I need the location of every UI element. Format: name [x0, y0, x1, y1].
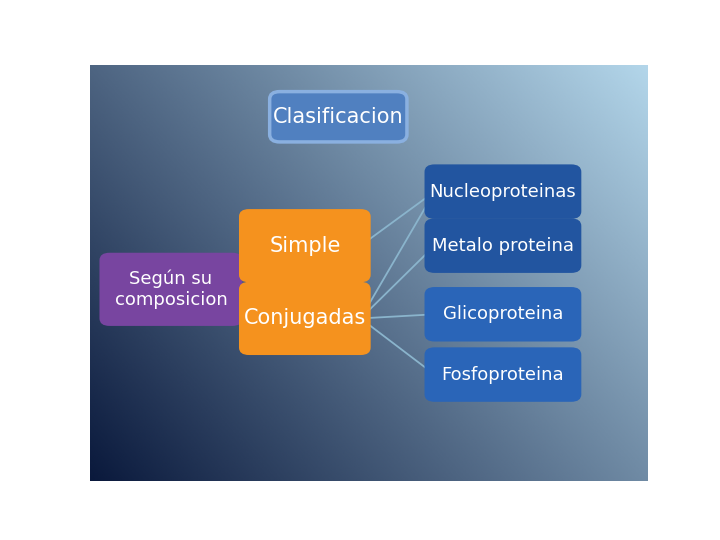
FancyBboxPatch shape	[425, 287, 581, 341]
Text: Conjugadas: Conjugadas	[243, 308, 366, 328]
FancyBboxPatch shape	[425, 219, 581, 273]
Text: Según su
composicion: Según su composicion	[114, 269, 228, 309]
Text: Metalo proteina: Metalo proteina	[432, 237, 574, 255]
FancyBboxPatch shape	[239, 209, 371, 282]
FancyBboxPatch shape	[239, 282, 371, 355]
Text: Fosfoproteina: Fosfoproteina	[441, 366, 564, 383]
Text: Glicoproteina: Glicoproteina	[443, 305, 563, 323]
FancyBboxPatch shape	[99, 253, 243, 326]
FancyBboxPatch shape	[425, 347, 581, 402]
Text: Nucleoproteinas: Nucleoproteinas	[430, 183, 576, 201]
FancyBboxPatch shape	[270, 92, 407, 142]
FancyBboxPatch shape	[425, 164, 581, 219]
Text: Clasificacion: Clasificacion	[273, 107, 404, 127]
Text: Simple: Simple	[269, 235, 341, 255]
